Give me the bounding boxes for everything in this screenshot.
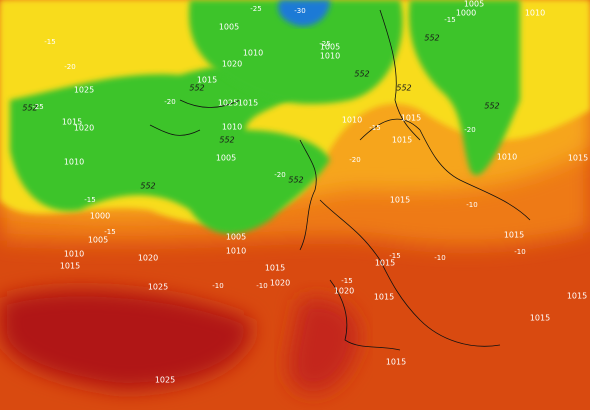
isobar-label: 1010 (497, 153, 517, 162)
isobar-label: 1005 (226, 233, 246, 242)
height-label: 552 (424, 34, 439, 43)
temperature-label: -20 (464, 126, 475, 134)
height-label: 552 (140, 182, 155, 191)
height-label: 552 (219, 136, 234, 145)
isobar-label: 1020 (74, 124, 94, 133)
isobar-label: 1010 (342, 116, 362, 125)
temperature-label: -20 (64, 63, 75, 71)
isobar-label: 1005 (219, 23, 239, 32)
isobar-label: 1015 (568, 154, 588, 163)
isobar-label: 1005 (320, 43, 340, 52)
isobar-label: 1015 (375, 259, 395, 268)
temperature-label: -30 (294, 7, 305, 15)
temperature-label: -15 (389, 252, 400, 260)
isobar-label: 1020 (334, 287, 354, 296)
isobar-label: 1015 (197, 76, 217, 85)
temperature-label: -10 (256, 282, 267, 290)
isobar-label: 1025 (148, 283, 168, 292)
temperature-label: -25 (250, 5, 261, 13)
temperature-label: -15 (444, 16, 455, 24)
isobar-label: 1015 (238, 99, 258, 108)
isobar-label: 1020 (138, 254, 158, 263)
temperature-label: -20 (274, 171, 285, 179)
isobar-label: 1015 (530, 314, 550, 323)
isobar-label: 1015 (265, 264, 285, 273)
isobar-label: 1010 (525, 9, 545, 18)
temperature-label: -15 (369, 124, 380, 132)
isobar-label: 1000 (90, 212, 110, 221)
temperature-label: -20 (164, 98, 175, 106)
isobar-label: 1000 (456, 9, 476, 18)
isobar-label: 1010 (226, 247, 246, 256)
height-label: 552 (22, 104, 37, 113)
isobar-label: 1005 (464, 0, 484, 9)
isobar-label: 1015 (60, 262, 80, 271)
isobar-label: 1015 (392, 136, 412, 145)
temperature-label: -10 (212, 282, 223, 290)
isobar-label: 1020 (270, 279, 290, 288)
temperature-label: -15 (341, 277, 352, 285)
height-label: 552 (288, 176, 303, 185)
isobar-label: 1015 (401, 114, 421, 123)
isobar-label: 1005 (88, 236, 108, 245)
isobar-label: 1010 (243, 49, 263, 58)
isobar-label: 1015 (386, 358, 406, 367)
isobar-label: 1010 (222, 123, 242, 132)
isobar-label: 1010 (64, 158, 84, 167)
temperature-label: -15 (104, 228, 115, 236)
height-label: 552 (354, 70, 369, 79)
height-label: 552 (189, 84, 204, 93)
temperature-label: -25 (319, 40, 330, 48)
isobar-label: 1015 (390, 196, 410, 205)
temperature-label: -15 (44, 38, 55, 46)
isobar-label: 1015 (504, 231, 524, 240)
isobar-label: 1010 (64, 250, 84, 259)
coastlines (149, 9, 531, 351)
temperature-label: -10 (434, 254, 445, 262)
isobar-label: 1020 (222, 60, 242, 69)
temperature-label: -15 (84, 196, 95, 204)
temperature-label: -10 (514, 248, 525, 256)
isobar-label: 1025 (218, 99, 238, 108)
isobar-label: 1015 (567, 292, 587, 301)
isobar-label: 1010 (320, 52, 340, 61)
isobar-label: 1015 (374, 293, 394, 302)
temperature-label: -10 (466, 201, 477, 209)
height-label: 552 (396, 84, 411, 93)
isobar-label: 1025 (155, 376, 175, 385)
temperature-label: -25 (32, 103, 43, 111)
height-label: 552 (484, 102, 499, 111)
isobar-label: 1015 (62, 118, 82, 127)
isobar-label: 1005 (216, 154, 236, 163)
isobar-label: 1025 (74, 86, 94, 95)
temperature-label: -20 (349, 156, 360, 164)
